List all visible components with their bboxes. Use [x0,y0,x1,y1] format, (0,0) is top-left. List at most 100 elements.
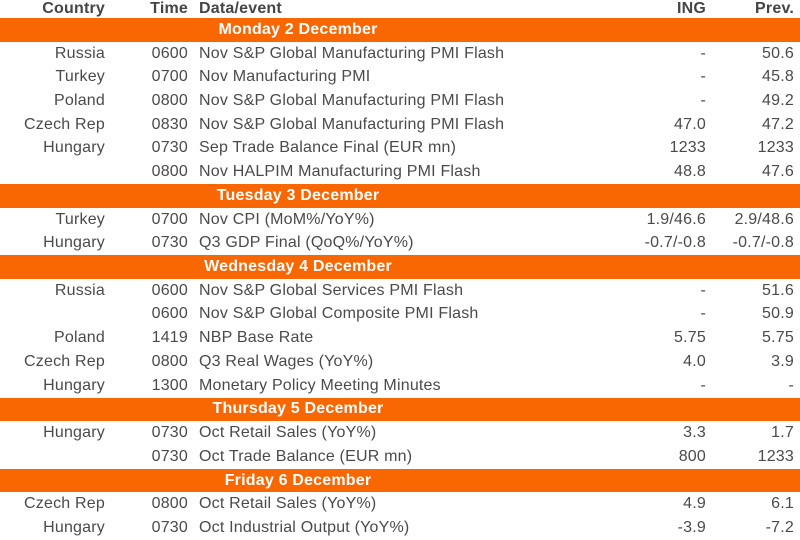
cell-ing-forecast: 48.8 [674,163,706,181]
table-body: Monday 2 December Russia 0600 Nov S&P Gl… [0,18,800,540]
cell-time: 0700 [151,210,188,228]
cell-country: Hungary [43,424,105,442]
day-section-banner: Tuesday 3 December [0,184,800,208]
day-label: Wednesday 4 December [204,258,392,276]
cell-previous: 1.7 [771,424,794,442]
day-section-header-row: Thursday 5 December [0,397,800,422]
cell-previous: 50.6 [762,44,794,62]
cell-event: Monetary Policy Meeting Minutes [199,376,441,394]
day-section-header-row: Monday 2 December [0,18,800,42]
table-row: Czech Rep 0800 Oct Retail Sales (YoY%) 4… [0,492,800,516]
cell-previous: 49.2 [762,92,794,110]
cell-time: 1419 [151,329,188,347]
table-row: Russia 0600 Nov S&P Global Manufacturing… [0,42,800,66]
cell-ing-forecast: 1233 [669,139,706,157]
cell-ing-forecast: 4.9 [683,495,706,513]
cell-previous: 50.9 [762,305,794,323]
cell-country: Hungary [43,139,105,157]
cell-time: 0800 [151,92,188,110]
cell-time: 0600 [151,305,188,323]
cell-event: Oct Retail Sales (YoY%) [199,495,377,513]
cell-ing-forecast: - [700,44,706,62]
day-section-header-row: Friday 6 December [0,468,800,493]
cell-previous: - [788,376,794,394]
cell-previous: 1233 [757,139,794,157]
cell-time: 0800 [151,495,188,513]
cell-ing-forecast: 800 [678,447,706,465]
cell-time: 0600 [151,281,188,299]
col-header-time: Time [150,0,188,17]
day-section-banner: Thursday 5 December [0,397,800,422]
cell-time: 0830 [151,115,188,133]
cell-country [0,160,115,184]
day-section-header-row: Wednesday 4 December [0,255,800,279]
cell-event: Nov S&P Global Manufacturing PMI Flash [199,44,505,62]
cell-event: NBP Base Rate [199,329,314,347]
cell-ing-forecast: 4.0 [683,352,706,370]
table-row: Poland 0800 Nov S&P Global Manufacturing… [0,89,800,113]
table-row: 0800 Nov HALPIM Manufacturing PMI Flash … [0,160,800,184]
cell-event: Nov S&P Global Composite PMI Flash [199,305,479,323]
cell-time: 0800 [151,163,188,181]
table-row: Czech Rep 0830 Nov S&P Global Manufactur… [0,113,800,137]
cell-previous: 6.1 [771,495,794,513]
table-row: 0600 Nov S&P Global Composite PMI Flash … [0,303,800,327]
table-row: Hungary 0730 Q3 GDP Final (QoQ%/YoY%) -0… [0,231,800,255]
cell-event: Oct Industrial Output (YoY%) [199,519,410,537]
cell-ing-forecast: - [700,305,706,323]
cell-ing-forecast: - [700,92,706,110]
cell-previous: 51.6 [762,281,794,299]
col-header-ing: ING [676,0,706,17]
col-header-prev: Prev. [755,0,794,17]
cell-time: 0730 [151,139,188,157]
cell-time: 0600 [151,44,188,62]
cell-event: Nov Manufacturing PMI [199,68,371,86]
day-section-banner: Wednesday 4 December [0,255,800,279]
col-header-country: Country [42,0,105,17]
cell-ing-forecast: - [700,68,706,86]
cell-country: Czech Rep [24,115,105,133]
table-row: Poland 1419 NBP Base Rate 5.75 5.75 [0,326,800,350]
day-label: Friday 6 December [224,471,372,489]
day-label: Monday 2 December [218,20,378,38]
day-label: Tuesday 3 December [216,186,380,204]
cell-ing-forecast: 5.75 [674,329,706,347]
cell-previous: 2.9/48.6 [734,210,794,228]
cell-ing-forecast: 1.9/46.6 [646,210,706,228]
cell-country: Poland [53,329,105,347]
cell-country: Russia [54,44,105,62]
table-row: Hungary 0730 Sep Trade Balance Final (EU… [0,137,800,161]
cell-ing-forecast: - [700,281,706,299]
cell-ing-forecast: 47.0 [674,115,706,133]
cell-event: Nov HALPIM Manufacturing PMI Flash [199,163,481,181]
cell-country: Hungary [43,376,105,394]
cell-event: Sep Trade Balance Final (EUR mn) [199,139,457,157]
cell-previous: 1233 [757,447,794,465]
col-header-data-event: Data/event [199,0,282,17]
cell-ing-forecast: -3.9 [677,519,706,537]
cell-event: Nov S&P Global Manufacturing PMI Flash [199,115,505,133]
cell-previous: 5.75 [762,329,794,347]
cell-time: 1300 [151,376,188,394]
table-row: Turkey 0700 Nov Manufacturing PMI - 45.8 [0,65,800,89]
cell-previous: -7.2 [765,519,794,537]
cell-event: Q3 GDP Final (QoQ%/YoY%) [199,234,414,252]
cell-country: Czech Rep [24,352,105,370]
cell-time: 0700 [151,68,188,86]
cell-country: Czech Rep [24,495,105,513]
cell-time: 0730 [151,519,188,537]
cell-country: Hungary [43,519,105,537]
cell-event: Nov S&P Global Manufacturing PMI Flash [199,92,505,110]
cell-country: Hungary [43,234,105,252]
cell-time: 0730 [151,447,188,465]
cell-previous: 3.9 [771,352,794,370]
cell-event: Oct Trade Balance (EUR mn) [199,447,413,465]
cell-time: 0730 [151,234,188,252]
cell-event: Nov CPI (MoM%/YoY%) [199,210,375,228]
cell-time: 0800 [151,352,188,370]
table-header-row: Country Time Data/event ING Prev. [0,0,800,18]
cell-previous: 47.6 [762,163,794,181]
table-row: Russia 0600 Nov S&P Global Services PMI … [0,279,800,303]
cell-country: Turkey [55,210,105,228]
